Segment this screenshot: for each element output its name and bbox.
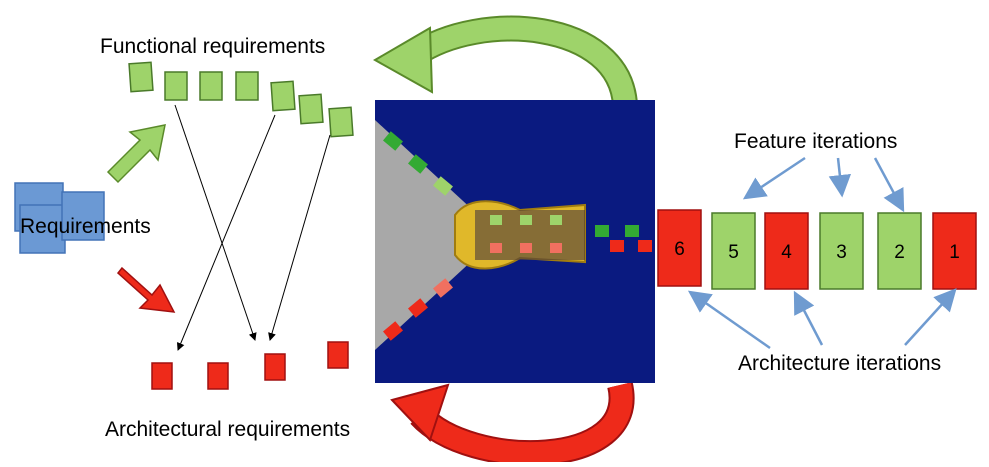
iteration-arrows bbox=[687, 156, 957, 350]
iteration-box bbox=[764, 212, 809, 290]
requirements-label: Requirements bbox=[20, 215, 151, 238]
red-curved-arrow bbox=[390, 382, 635, 466]
iteration-box bbox=[877, 212, 922, 290]
architectural-boxes bbox=[151, 341, 349, 390]
green-curved-arrow bbox=[372, 15, 638, 107]
requirements-boxes bbox=[14, 182, 105, 254]
red-arrow bbox=[116, 266, 176, 313]
iteration-number: 5 bbox=[728, 242, 739, 263]
functional-label: Functional requirements bbox=[100, 35, 325, 58]
functional-boxes bbox=[128, 61, 354, 138]
feature-iterations-label: Feature iterations bbox=[734, 130, 897, 153]
iteration-box bbox=[932, 212, 977, 290]
iteration-number: 1 bbox=[949, 242, 960, 263]
iteration-box bbox=[819, 212, 864, 290]
green-arrow bbox=[106, 124, 166, 184]
architectural-label: Architectural requirements bbox=[105, 418, 350, 441]
mapping-lines bbox=[174, 104, 331, 351]
iteration-number: 6 bbox=[674, 239, 685, 260]
iteration-number: 3 bbox=[836, 242, 847, 263]
iteration-number: 2 bbox=[894, 242, 905, 263]
architecture-iterations-label: Architecture iterations bbox=[738, 352, 941, 375]
iteration-number: 4 bbox=[781, 242, 792, 263]
iteration-box bbox=[657, 209, 702, 287]
iteration-box bbox=[711, 212, 756, 290]
iteration-boxes: 6 5 4 3 2 1 bbox=[657, 209, 977, 290]
zipper-image bbox=[375, 100, 655, 383]
